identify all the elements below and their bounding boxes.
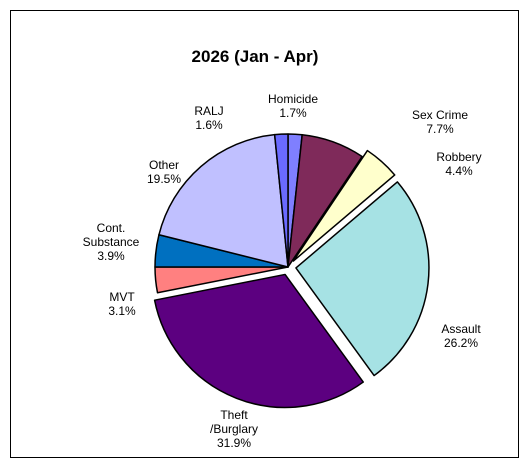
slice-label-theft-burglary: Theft/Burglary 31.9% [210,408,258,450]
pie-slice-assault [295,181,430,377]
pie-slice-ralj [273,133,289,268]
pie-slices [153,133,430,409]
pie-chart: 2026 (Jan - Apr) Homicide 1.7% Sex Crime 7.… [83,47,482,450]
slice-label-mvt: MVT 3.1% [108,290,136,318]
chart-title: 2026 (Jan - Apr) [192,47,319,66]
slice-label-other: Other 19.5% [147,158,181,186]
pie-slice-robbery [292,149,396,262]
pie-slice-sex-crime [287,134,363,268]
slice-label-homicide: Homicide 1.7% [268,92,318,120]
slice-label-robbery: Robbery 4.4% [436,150,481,178]
pie-slice-theft-burglary [153,273,365,409]
slice-label-ralj: RALJ 1.6% [194,104,223,132]
pie-slice-other [158,133,289,268]
pie-labels: Homicide 1.7% Sex Crime 7.7% Robbery 4.4% Assa… [83,92,482,450]
chart-frame: 2026 (Jan - Apr) Homicide 1.7% Sex Crime 7.… [10,10,519,458]
slice-label-assault: Assault 26.2% [441,322,481,350]
slice-label-cont-substance: Cont. Substance 3.9% [83,221,140,263]
slice-label-sex-crime: Sex Crime 7.7% [412,108,468,136]
